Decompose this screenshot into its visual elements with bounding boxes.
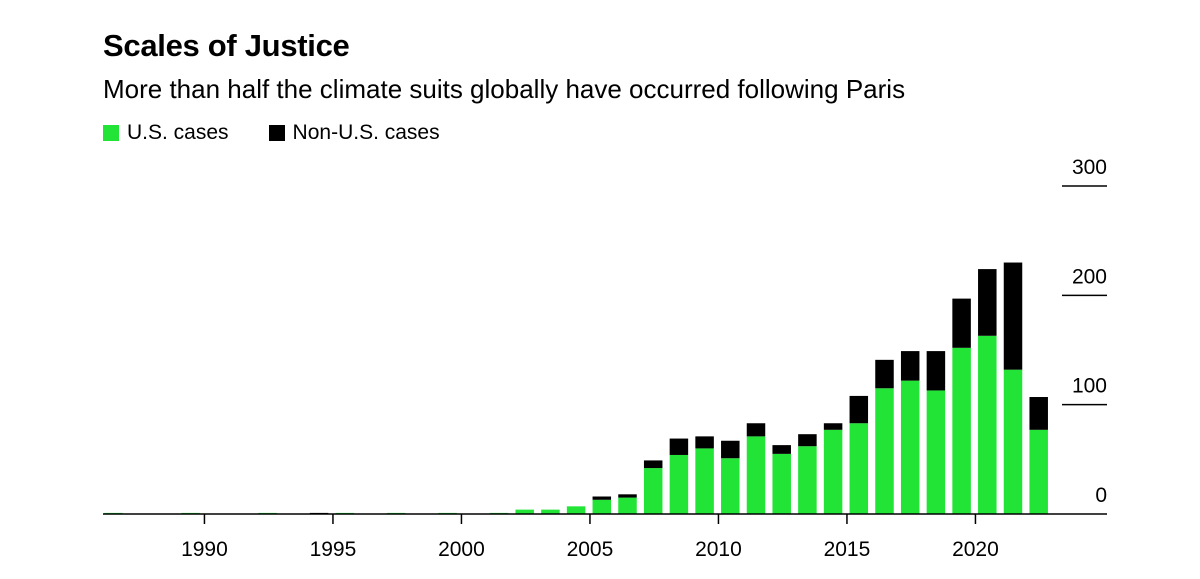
bar-non-us-2020 (978, 269, 997, 336)
x-tick-label-2010: 2010 (695, 538, 742, 561)
bar-non-us-2010 (721, 440, 740, 459)
x-tick-label-2015: 2015 (824, 538, 871, 561)
legend-item-non-us: Non-U.S. cases (268, 121, 440, 145)
bar-us-2013 (798, 446, 817, 514)
chart-subtitle: More than half the climate suits globall… (103, 74, 906, 104)
legend-label-non-us: Non-U.S. cases (292, 121, 440, 144)
bar-us-2022 (1029, 429, 1048, 514)
x-tick-label-1995: 1995 (310, 538, 357, 561)
bar-non-us-2015 (849, 395, 869, 424)
bar-non-us-2013 (798, 434, 817, 447)
bar-non-us-2014 (823, 423, 843, 430)
bar-us-2004 (566, 506, 586, 514)
x-tick-label-2020: 2020 (952, 538, 999, 561)
bar-non-us-2005 (592, 496, 612, 500)
chart-title: Scales of Justice (103, 28, 350, 63)
bar-us-2015 (849, 423, 869, 514)
bar-non-us-2016 (875, 359, 894, 389)
bar-non-us-2019 (952, 298, 971, 348)
y-axis: 0 100 200 300 (1062, 156, 1107, 507)
x-tick-label-1990: 1990 (181, 538, 228, 561)
bar-us-2016 (875, 388, 894, 514)
bar-us-2019 (952, 347, 971, 514)
y-tick-label-300: 300 (1072, 156, 1107, 179)
bar-us-2018 (926, 390, 946, 514)
legend-label-us: U.S. cases (127, 121, 229, 144)
x-axis: 1990 1995 2000 2005 2010 2015 2020 (103, 513, 1107, 561)
bar-non-us-2018 (926, 351, 946, 391)
bar-us-2014 (823, 429, 843, 514)
y-tick-label-100: 100 (1072, 375, 1107, 398)
bar-non-us-2011 (746, 423, 766, 437)
bar-us-2005 (592, 499, 612, 514)
legend-item-us: U.S. cases (103, 121, 229, 145)
bar-us-2012 (772, 453, 791, 514)
bars (104, 262, 1048, 514)
bar-non-us-2009 (695, 436, 714, 449)
bar-non-us-2012 (772, 445, 791, 454)
x-tick-label-2000: 2000 (438, 538, 485, 561)
bar-us-2010 (721, 458, 740, 514)
bar-us-2021 (1003, 369, 1023, 514)
legend-swatch-non-us (268, 125, 285, 141)
bar-non-us-2007 (643, 460, 663, 469)
bar-non-us-2006 (618, 494, 637, 498)
legend-swatch-us (103, 125, 119, 141)
bar-us-2003 (541, 509, 560, 514)
bar-non-us-2008 (669, 438, 689, 455)
bar-non-us-2022 (1029, 397, 1048, 430)
bar-us-2006 (618, 497, 637, 514)
bar-non-us-2017 (900, 351, 920, 381)
bar-us-2020 (978, 335, 997, 514)
x-tick-label-2005: 2005 (567, 538, 614, 561)
y-tick-label-0: 0 (1095, 484, 1107, 507)
bar-us-2017 (900, 380, 920, 514)
y-tick-label-200: 200 (1072, 265, 1107, 288)
bar-us-2011 (746, 436, 766, 514)
bar-us-2008 (669, 454, 689, 514)
bar-us-2009 (695, 448, 714, 514)
bar-us-2007 (643, 468, 663, 514)
legend: U.S. cases Non-U.S. cases (103, 121, 480, 145)
bar-us-2002 (515, 509, 534, 514)
bar-non-us-2021 (1003, 262, 1023, 370)
